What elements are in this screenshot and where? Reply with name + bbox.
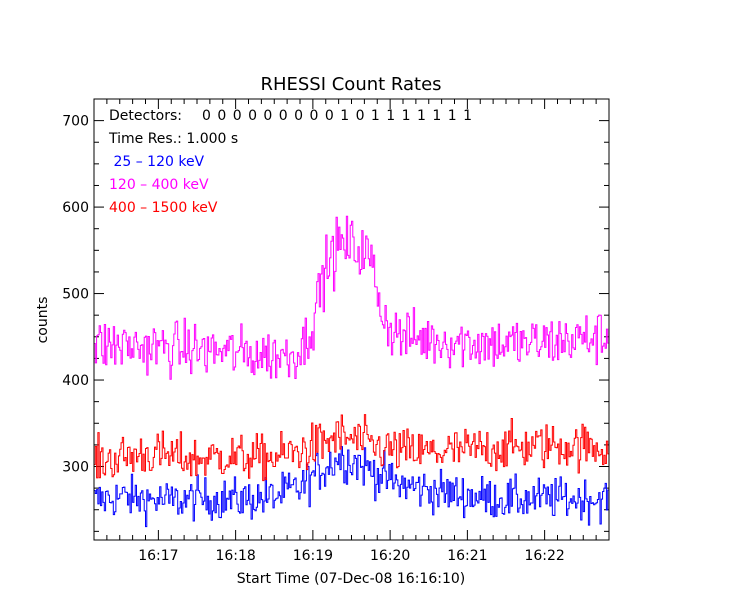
x-tick-label-0: 16:17 [138, 548, 178, 564]
y-tick-label-1: 400 [62, 373, 89, 389]
x-tick-label-1: 16:18 [215, 548, 255, 564]
series-line-1 [94, 215, 609, 380]
x-tick-label-3: 16:20 [370, 548, 410, 564]
detectors-value: 0 0 0 0 0 0 0 0 0 1 0 1 1 1 1 1 1 1 [202, 108, 473, 124]
legend-entry-1: 120 – 400 keV [109, 177, 209, 193]
x-axis-label: Start Time (07-Dec-08 16:16:10) [237, 571, 465, 587]
x-tick-label-2: 16:19 [293, 548, 333, 564]
plot-frame [93, 98, 610, 541]
legend-entry-2: 400 – 1500 keV [109, 200, 218, 216]
annotation-block: Detectors: 0 0 0 0 0 0 0 0 0 1 0 1 1 1 1… [108, 108, 473, 147]
y-tick-label-0: 300 [62, 460, 89, 476]
x-tick-label-5: 16:22 [524, 548, 564, 564]
axis-ticks: 16:17 16:18 16:19 16:20 16:21 16:22 300 400 500 6… [62, 98, 610, 564]
legend: 25 – 120 keV 120 – 400 keV 400 – 1500 keV [109, 154, 218, 216]
y-tick-label-3: 600 [62, 200, 89, 216]
legend-entry-0: 25 – 120 keV [109, 154, 205, 170]
detectors-label: Detectors: [109, 108, 182, 124]
y-axis-label: counts [35, 297, 51, 344]
y-tick-label-4: 700 [62, 114, 89, 130]
y-tick-label-2: 500 [62, 287, 89, 303]
chart-title: RHESSI Count Rates [260, 74, 441, 95]
time-resolution: Time Res.: 1.000 s [108, 131, 238, 147]
series-layer [94, 215, 609, 528]
series-line-0 [94, 446, 609, 528]
series-line-2 [94, 414, 609, 482]
x-tick-label-4: 16:21 [447, 548, 487, 564]
